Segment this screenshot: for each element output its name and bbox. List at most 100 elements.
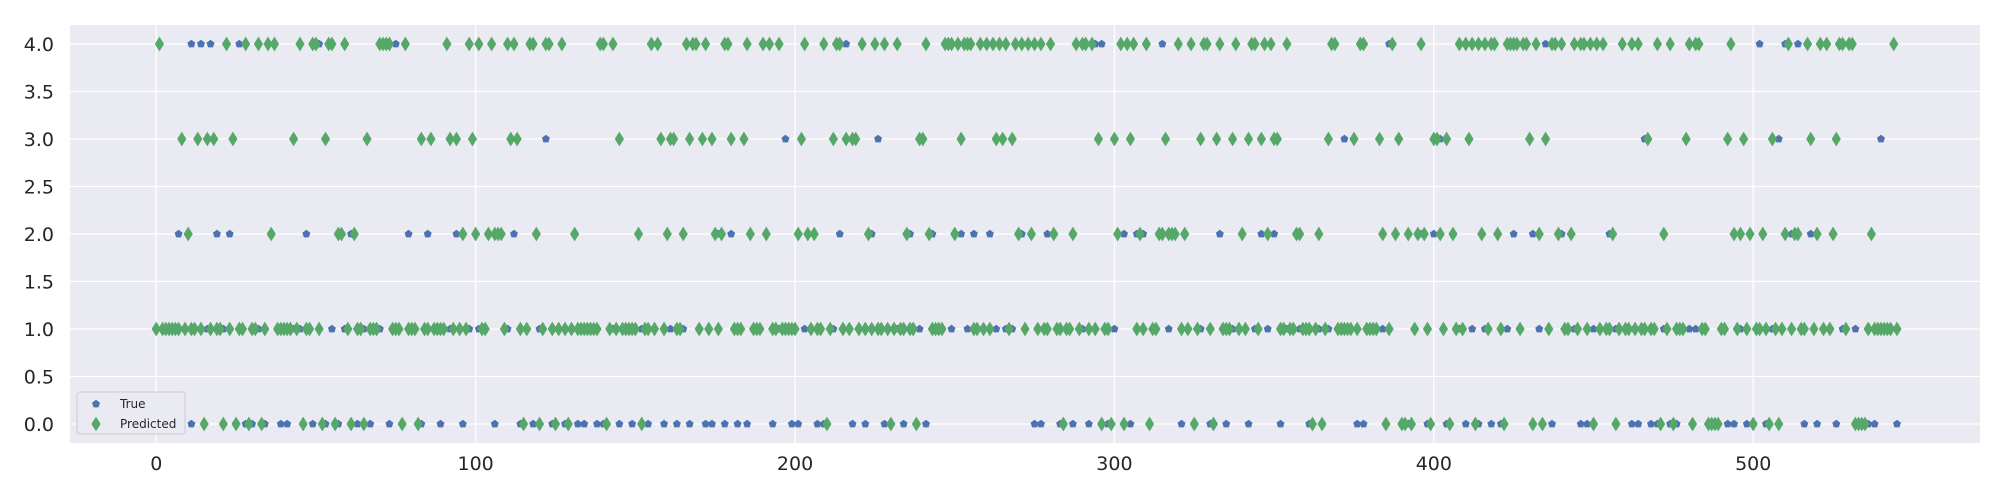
predicted-point bbox=[1113, 226, 1123, 242]
predicted-point bbox=[458, 226, 468, 242]
predicted-point bbox=[225, 321, 235, 337]
predicted-point bbox=[1250, 36, 1260, 52]
predicted-point bbox=[697, 131, 708, 147]
predicted-point bbox=[480, 321, 490, 337]
predicted-point bbox=[1068, 226, 1078, 242]
predicted-point bbox=[1212, 131, 1222, 147]
predicted-point bbox=[531, 226, 541, 242]
predicted-point bbox=[1045, 36, 1056, 52]
predicted-point bbox=[1374, 131, 1385, 147]
predicted-point bbox=[1403, 226, 1413, 242]
legend: True Predicted bbox=[76, 391, 186, 435]
predicted-point bbox=[1521, 36, 1532, 52]
predicted-point bbox=[1633, 36, 1643, 52]
predicted-point bbox=[1228, 131, 1238, 147]
predicted-point bbox=[879, 36, 890, 52]
predicted-point bbox=[1215, 36, 1225, 52]
predicted-point bbox=[1470, 416, 1480, 432]
predicted-point bbox=[423, 321, 433, 337]
predicted-point bbox=[349, 226, 359, 242]
true-point bbox=[1097, 39, 1106, 48]
true-point bbox=[1244, 419, 1253, 428]
predicted-point bbox=[1445, 416, 1455, 432]
predicted-point bbox=[173, 321, 184, 337]
predicted-point bbox=[1390, 226, 1401, 242]
predicted-point bbox=[1272, 131, 1282, 147]
true-point bbox=[1509, 229, 1518, 238]
predicted-point bbox=[1793, 226, 1803, 242]
predicted-point bbox=[1304, 321, 1314, 337]
true-point bbox=[1813, 419, 1822, 428]
true-point bbox=[404, 229, 413, 238]
true-point bbox=[800, 324, 809, 333]
true-point bbox=[992, 324, 1001, 333]
predicted-point bbox=[838, 321, 848, 337]
predicted-point bbox=[1384, 321, 1394, 337]
true-point bbox=[794, 419, 803, 428]
true-point bbox=[187, 39, 196, 48]
predicted-point bbox=[1058, 416, 1068, 432]
predicted-point bbox=[487, 36, 497, 52]
predicted-point bbox=[1739, 131, 1749, 147]
predicted-point bbox=[1128, 36, 1139, 52]
predicted-point bbox=[1097, 416, 1107, 432]
predicted-point bbox=[1799, 321, 1809, 337]
predicted-point bbox=[1017, 36, 1027, 52]
predicted-point bbox=[263, 36, 273, 52]
true-point bbox=[1340, 134, 1349, 143]
predicted-point bbox=[250, 321, 260, 337]
predicted-point bbox=[1662, 321, 1672, 337]
predicted-point bbox=[889, 321, 899, 337]
predicted-point bbox=[1036, 36, 1046, 52]
true-point bbox=[1164, 324, 1173, 333]
true-point bbox=[187, 419, 196, 428]
legend-true-marker bbox=[92, 399, 100, 408]
true-point bbox=[1793, 39, 1802, 48]
predicted-point bbox=[1457, 321, 1468, 337]
predicted-point bbox=[554, 321, 564, 337]
predicted-point bbox=[633, 226, 644, 242]
predicted-point bbox=[1892, 321, 1902, 337]
predicted-point bbox=[726, 131, 736, 147]
predicted-point bbox=[1042, 321, 1052, 337]
predicted-point bbox=[1841, 321, 1851, 337]
predicted-point bbox=[1627, 36, 1637, 52]
predicted-point bbox=[1643, 131, 1653, 147]
predicted-point bbox=[346, 416, 356, 432]
predicted-point bbox=[985, 321, 995, 337]
predicted-point bbox=[649, 321, 660, 337]
predicted-point bbox=[918, 131, 928, 147]
true-point bbox=[1730, 419, 1739, 428]
predicted-point bbox=[911, 416, 922, 432]
predicted-point bbox=[1493, 226, 1503, 242]
predicted-point bbox=[1320, 321, 1330, 337]
predicted-point bbox=[1084, 321, 1094, 337]
predicted-point bbox=[1307, 416, 1318, 432]
predicted-point bbox=[1735, 226, 1746, 242]
true-point bbox=[1742, 419, 1751, 428]
predicted-point bbox=[803, 226, 813, 242]
predicted-point bbox=[1483, 321, 1493, 337]
predicted-point bbox=[924, 226, 934, 242]
predicted-point bbox=[512, 131, 522, 147]
x-tick-label: 0 bbox=[150, 453, 162, 475]
predicted-point bbox=[1132, 321, 1142, 337]
true-point bbox=[628, 419, 637, 428]
predicted-point bbox=[442, 36, 452, 52]
predicted-point bbox=[314, 321, 324, 337]
predicted-point bbox=[1314, 226, 1324, 242]
predicted-point bbox=[253, 36, 264, 52]
true-point bbox=[874, 134, 883, 143]
predicted-point bbox=[1537, 416, 1548, 432]
predicted-point bbox=[471, 226, 481, 242]
predicted-point bbox=[713, 321, 723, 337]
predicted-point bbox=[298, 416, 308, 432]
predicted-point bbox=[1477, 226, 1487, 242]
predicted-point bbox=[790, 321, 800, 337]
true-point bbox=[880, 419, 889, 428]
predicted-point bbox=[560, 321, 570, 337]
predicted-point bbox=[1349, 131, 1359, 147]
legend-true-label: True bbox=[119, 397, 146, 411]
true-point bbox=[1222, 419, 1231, 428]
predicted-point bbox=[237, 321, 248, 337]
